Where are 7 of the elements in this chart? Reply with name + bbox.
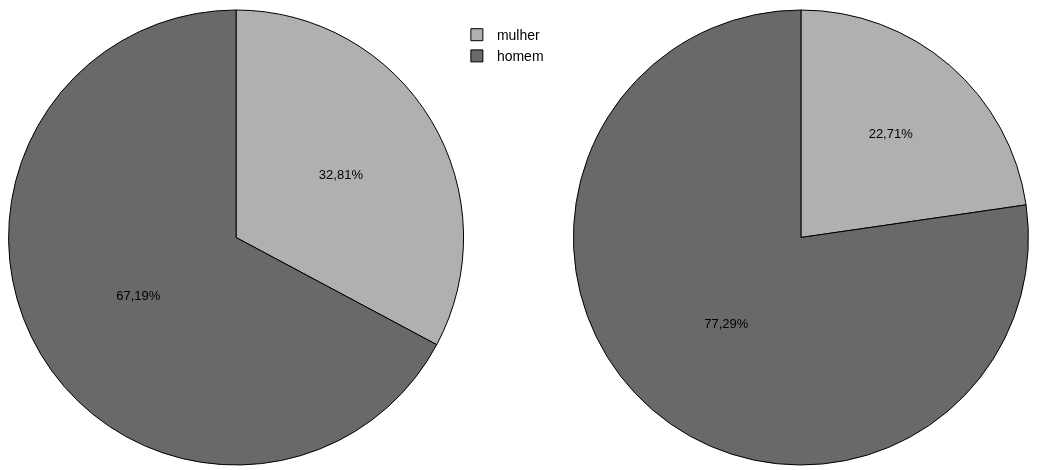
data-label: 67,19% xyxy=(116,288,161,304)
data-label: 32,81% xyxy=(318,167,364,183)
pie-slice xyxy=(573,9,1029,466)
data-label: 22,71% xyxy=(868,126,914,142)
data-label: 77,29% xyxy=(704,316,749,332)
legend-label: homem xyxy=(496,48,544,65)
legend-label: mulher xyxy=(496,27,541,44)
